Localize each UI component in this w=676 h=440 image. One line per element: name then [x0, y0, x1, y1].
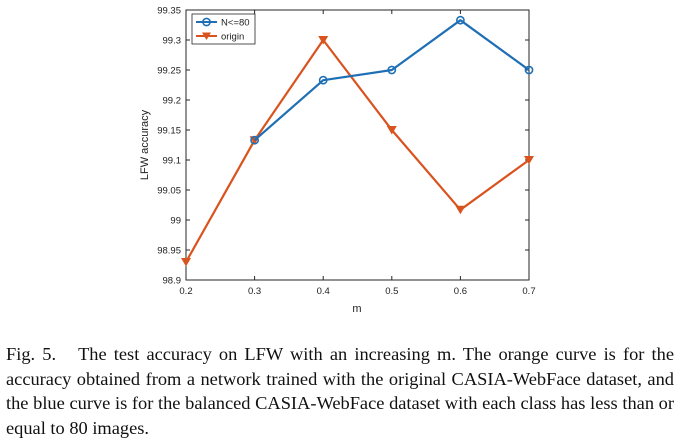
- y-tick-label: 99.35: [157, 6, 181, 17]
- x-tick-label: 0.6: [454, 286, 467, 297]
- y-tick-label: 99.05: [157, 186, 181, 197]
- figure-caption: Fig. 5. The test accuracy on LFW with an …: [6, 342, 674, 440]
- line-chart: 98.9 98.95 99 99.05 99.1 99.15 99.2 99.25 99.3 99…: [139, 6, 536, 316]
- y-tick-label: 99.1: [163, 156, 182, 167]
- legend-label-origin: origin: [221, 32, 244, 43]
- caption-text: The test accuracy on LFW with an increas…: [6, 344, 675, 438]
- x-tick-label: 0.4: [317, 286, 330, 297]
- x-tick-label: 0.5: [385, 286, 398, 297]
- plot-area: [185, 9, 530, 281]
- data-point-n80: [524, 65, 534, 75]
- legend-marker-origin: [202, 32, 211, 40]
- data-point-origin: [181, 258, 191, 267]
- x-tick-label: 0.3: [248, 286, 261, 297]
- legend-marker-n80: [202, 17, 211, 27]
- legend: N<=80 origin: [191, 13, 256, 45]
- data-point-origin: [524, 156, 534, 165]
- data-point-n80: [318, 75, 328, 85]
- y-tick-label: 99.2: [163, 96, 182, 107]
- caption-label: Fig. 5.: [6, 344, 57, 364]
- y-tick-label: 98.9: [163, 276, 182, 287]
- y-tick-label: 99.15: [157, 126, 181, 137]
- data-point-n80: [455, 15, 465, 25]
- data-point-origin: [318, 36, 329, 45]
- y-tick-label: 98.95: [157, 246, 181, 257]
- x-axis-title: m: [352, 303, 361, 315]
- legend-label-n80: N<=80: [221, 18, 250, 29]
- series-line-origin: [185, 38, 530, 263]
- data-point-n80: [250, 135, 259, 145]
- y-axis: 98.9 98.95 99 99.05 99.1 99.15 99.2 99.25 99.3 99…: [157, 6, 529, 287]
- data-point-origin: [386, 126, 397, 135]
- series-layer: [181, 15, 534, 267]
- y-tick-label: 99.25: [157, 66, 181, 77]
- y-tick-label: 99: [170, 216, 181, 227]
- legend-box: [191, 13, 256, 45]
- x-tick-label: 0.7: [522, 286, 535, 297]
- data-point-origin: [455, 205, 466, 215]
- series-line-n80: [253, 19, 530, 142]
- data-point-n80: [387, 65, 397, 75]
- x-axis: 0.2 0.3 0.4 0.5 0.6 0.7: [179, 10, 536, 297]
- y-tick-label: 99.3: [163, 36, 182, 47]
- y-axis-title: LFW accuracy: [139, 109, 151, 180]
- x-tick-label: 0.2: [179, 286, 192, 297]
